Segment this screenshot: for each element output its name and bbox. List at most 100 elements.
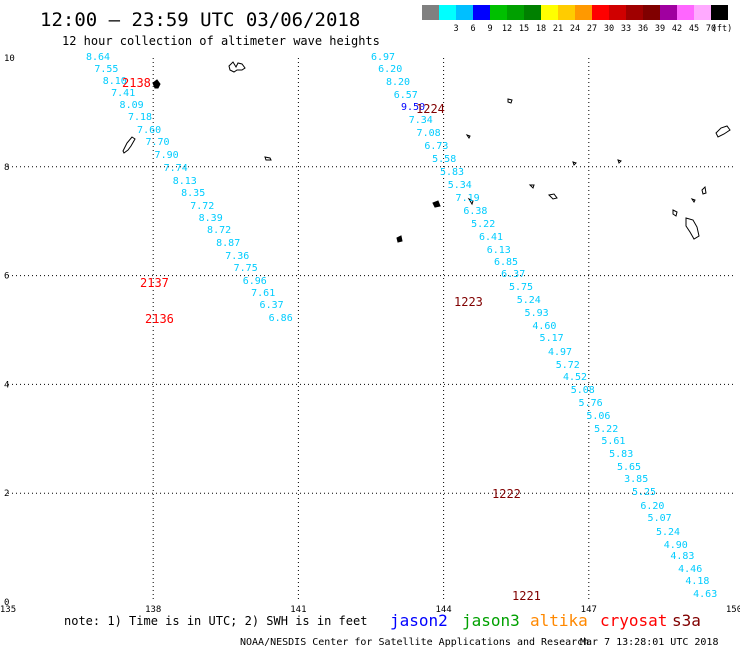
wave-height-label: 9.50 xyxy=(401,102,425,113)
x-tick-label: 135 xyxy=(0,605,16,615)
x-tick-label: 144 xyxy=(435,605,451,615)
island-shape xyxy=(122,136,136,154)
island-shape xyxy=(432,200,441,208)
legend-tick-label: 33 xyxy=(621,24,631,34)
legend-tick-label: 39 xyxy=(655,24,665,34)
legend-swatch xyxy=(473,5,490,20)
wave-height-label: 4.60 xyxy=(532,321,556,332)
altimeter-tracks: 8.647.558.107.418.097.18 7.607.70 7.90 7.74… xyxy=(86,52,717,600)
wave-height-label: 7.70 xyxy=(145,137,169,148)
legend-tick-label: 3 xyxy=(453,24,458,34)
wave-height-label: 7.61 xyxy=(251,288,275,299)
wave-height-label: 5.22 xyxy=(471,219,495,230)
legend-swatch xyxy=(643,5,660,20)
wave-height-label: 5.93 xyxy=(525,308,549,319)
wave-height-label: 5.58 xyxy=(432,154,456,165)
island-shape xyxy=(685,217,700,240)
y-tick-label: 10 xyxy=(4,54,15,64)
wave-height-label: 7.74 xyxy=(164,163,188,174)
legend-swatch xyxy=(694,5,711,20)
pass-number-label: 2136 xyxy=(145,312,174,326)
wave-height-label: 8.64 xyxy=(86,52,110,63)
wave-height-label: 7.55 xyxy=(94,64,118,75)
wave-height-label: 6.13 xyxy=(487,245,511,256)
legend-unit: (ft) xyxy=(712,24,732,34)
wave-height-label: 4.46 xyxy=(678,564,702,575)
pass-number-label: 1221 xyxy=(512,589,541,603)
legend-tick-label: 45 xyxy=(689,24,699,34)
wave-height-label: 7.36 xyxy=(225,251,249,262)
wave-height-label: 8.87 xyxy=(216,238,240,249)
legend-swatch xyxy=(456,5,473,20)
legend-swatch xyxy=(626,5,643,20)
pass-number-label: 2137 xyxy=(140,276,169,290)
pass-number-label: 1222 xyxy=(492,487,521,501)
wave-height-label: 8.13 xyxy=(173,176,197,187)
pass-labels: 2138 2137 2136 1224 1223 1222 1221 xyxy=(122,76,541,603)
island-shape xyxy=(467,197,474,206)
wave-height-label: 6.20 xyxy=(640,501,664,512)
wave-height-label: 8.35 xyxy=(181,188,205,199)
wave-height-label: 5.75 xyxy=(509,282,533,293)
pass-number-label: 2138 xyxy=(122,76,151,90)
wave-height-label: 5.72 xyxy=(556,360,580,371)
island-shape xyxy=(228,61,246,73)
wave-height-label: 8.39 xyxy=(199,213,223,224)
satellite-name-jason2: jason2 xyxy=(390,611,448,630)
legend-swatch xyxy=(490,5,507,20)
legend-swatch xyxy=(439,5,456,20)
island-shape xyxy=(264,156,272,161)
wave-height-label: 6.73 xyxy=(424,141,448,152)
wave-height-label: 6.97 xyxy=(371,52,395,63)
legend-tick-label: 27 xyxy=(587,24,597,34)
wave-height-label: 8.20 xyxy=(386,77,410,88)
wave-height-label: 6.86 xyxy=(269,313,293,324)
wave-height-label: 6.41 xyxy=(479,232,503,243)
wave-height-label: 5.61 xyxy=(601,436,625,447)
wave-height-label: 5.24 xyxy=(517,295,541,306)
wave-height-label: 4.52 xyxy=(563,372,587,383)
legend-tick-label: 36 xyxy=(638,24,648,34)
wave-height-label: 4.63 xyxy=(693,589,717,600)
satellite-name-altika: altika xyxy=(530,611,588,630)
wave-height-label: 7.08 xyxy=(417,128,441,139)
wave-height-label: 6.37 xyxy=(260,300,284,311)
wave-height-label: 7.75 xyxy=(234,263,258,274)
y-tick-label: 6 xyxy=(4,272,9,282)
y-tick-label: 4 xyxy=(4,380,9,390)
legend-tick-label: 21 xyxy=(553,24,563,34)
island-shape xyxy=(547,193,558,200)
wave-height-label: 5.24 xyxy=(656,527,680,538)
wave-height-label: 4.83 xyxy=(670,551,694,562)
wave-height-label: 5.22 xyxy=(594,424,618,435)
wave-height-label: 7.60 xyxy=(137,125,161,136)
wave-height-label: 5.17 xyxy=(540,333,564,344)
wave-height-label: 5.07 xyxy=(648,513,672,524)
satellite-name-cryosat: cryosat xyxy=(600,611,667,630)
wave-height-label: 4.18 xyxy=(685,576,709,587)
y-tick-label: 2 xyxy=(4,489,9,499)
legend-swatch xyxy=(609,5,626,20)
satellite-name-s3a: s3a xyxy=(672,611,701,630)
wave-height-label: 4.90 xyxy=(664,540,688,551)
wave-height-label: 5.08 xyxy=(571,385,595,396)
legend-tick-label: 15 xyxy=(519,24,529,34)
y-tick-label: 8 xyxy=(4,163,9,173)
island-shape xyxy=(690,198,696,203)
legend-swatch xyxy=(524,5,541,20)
legend-tick-label: 9 xyxy=(487,24,492,34)
wave-height-label: 5.25 xyxy=(632,487,656,498)
legend-swatch xyxy=(575,5,592,20)
footnote: note: 1) Time is in UTC; 2) SWH is in fe… xyxy=(64,614,367,628)
legend-tick-label: 12 xyxy=(502,24,512,34)
legend-tick-label: 70 xyxy=(706,24,716,34)
wave-height-label: 7.41 xyxy=(111,88,135,99)
map-grid: 135 138 141 144 147 150 0 2 4 6 8 10 xyxy=(0,54,740,615)
island-shape xyxy=(715,125,731,138)
wave-height-label: 8.10 xyxy=(103,76,127,87)
pass-number-label: 1223 xyxy=(454,295,483,309)
island-shape xyxy=(572,161,577,166)
wave-height-label: 6.38 xyxy=(463,206,487,217)
